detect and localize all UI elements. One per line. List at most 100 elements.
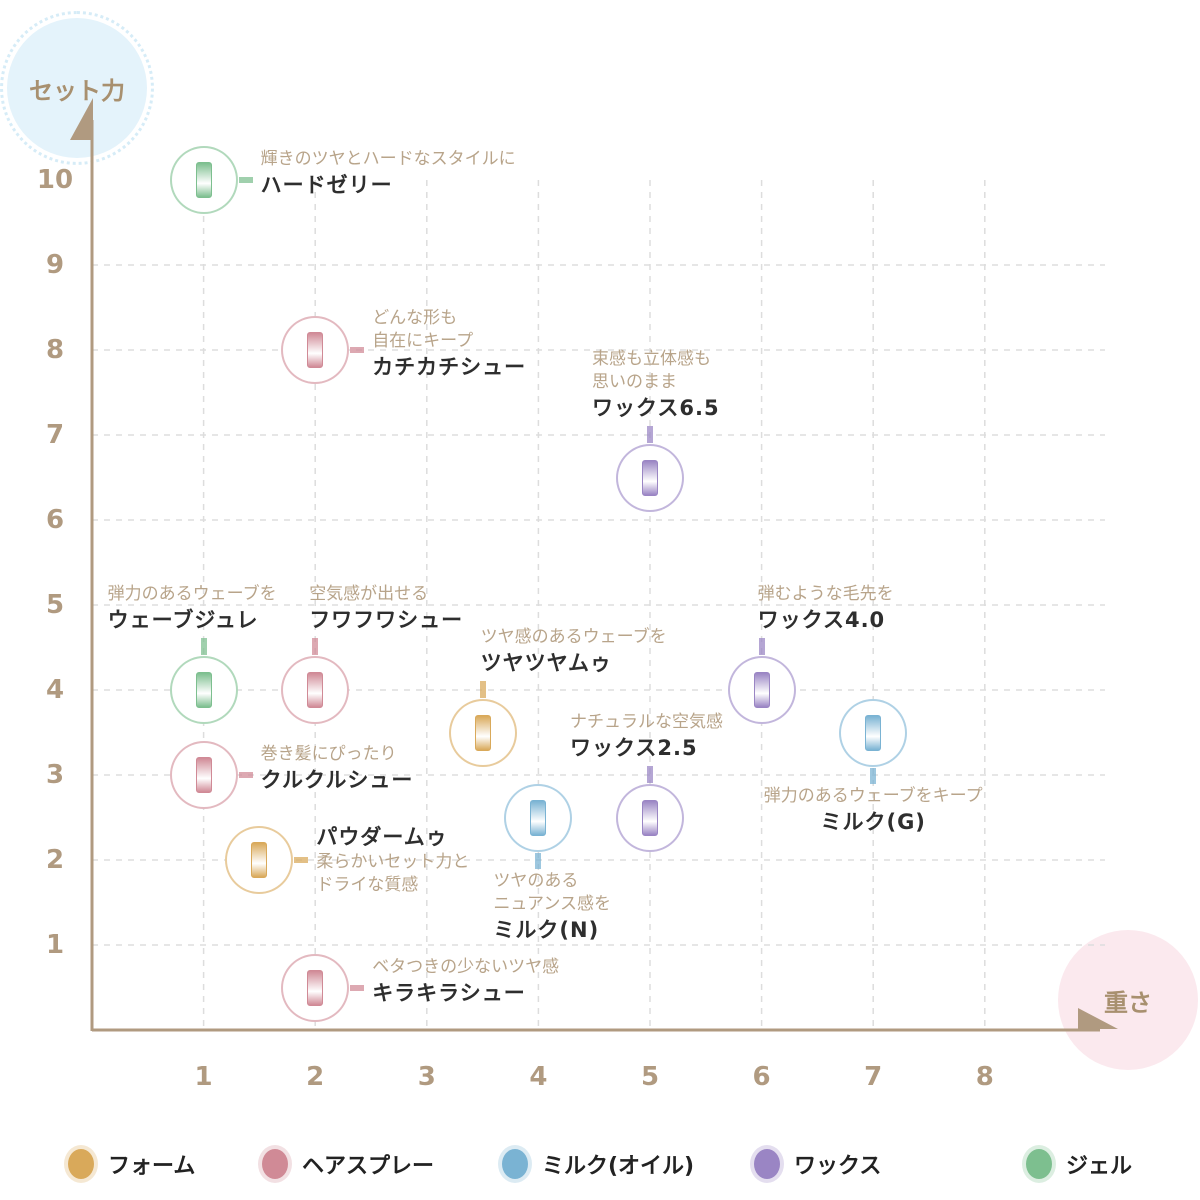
y-tick-label: 9 [45, 250, 65, 280]
product-image [195, 672, 212, 708]
product-desc: 思いのまま [592, 371, 677, 392]
product-image [195, 162, 212, 198]
legend-label: フォーム [108, 1154, 196, 1179]
point-label: 弾力のあるウェーブをウェーブジュレ [108, 583, 277, 634]
y-tick-label: 5 [45, 590, 65, 620]
product-image [642, 799, 658, 836]
product-name: クルクルシュー [260, 768, 414, 792]
product-name: ハードゼリー [260, 173, 393, 197]
x-tick-label: 4 [529, 1062, 548, 1092]
product-marker [169, 741, 238, 809]
x-tick-label: 5 [640, 1062, 660, 1092]
product-desc: 巻き髪にぴったり [260, 744, 397, 764]
product-desc: 弾力のあるウェーブを [107, 584, 277, 604]
point-label: 空気感が出せるフワフワシュー [309, 583, 463, 634]
legend-label: ジェル [1066, 1154, 1133, 1179]
product-name: ミルク(G) [820, 809, 926, 834]
product-desc: ベタつきの少ないツヤ感 [372, 956, 560, 977]
connector-line [238, 177, 253, 183]
x-tick-label: 1 [194, 1062, 213, 1092]
product-desc: 弾むような毛先を [757, 584, 894, 604]
x-axis-bubble: 重さ [1058, 930, 1198, 1070]
product-image [474, 714, 491, 751]
connector-line [294, 857, 309, 863]
product-image [307, 969, 324, 1006]
point-label: ツヤのある ニュアンス感を ミルク(N) [493, 870, 611, 944]
product-marker [727, 656, 796, 724]
legend-dot-milk [502, 1149, 528, 1179]
product-name: フワフワシュー [309, 608, 464, 632]
product-image [753, 672, 770, 708]
point-label: どんな形も自在にキープカチカチシュー [372, 307, 526, 381]
legend-label: ヘアスプレー [302, 1154, 435, 1179]
y-tick-label: 1 [45, 930, 65, 960]
product-desc: 柔らかいセット力と [316, 852, 470, 872]
product-desc: 束感も立体感も [592, 348, 711, 369]
product-image [307, 672, 324, 708]
legend-dot-foam [68, 1149, 94, 1179]
product-image [865, 714, 882, 751]
legend-item: ワックス [754, 1148, 881, 1180]
x-tick-label: 2 [306, 1062, 325, 1092]
point-label: ベタつきの少ないツヤ感キラキラシュー [372, 956, 559, 1007]
point-label: ナチュラルな空気感 ワックス2.5 [570, 711, 723, 762]
product-marker [504, 783, 573, 852]
connector-line [870, 767, 877, 784]
product-marker [839, 698, 908, 767]
product-marker [281, 656, 350, 724]
product-desc: ドライな質感 [316, 875, 419, 895]
point-label: 輝きのツヤとハードなスタイルにハードゼリー [261, 148, 516, 199]
product-image [307, 332, 324, 368]
connector-line [350, 984, 365, 991]
connector-line [535, 852, 542, 869]
y-axis-arrow [70, 98, 93, 140]
x-axis-arrow [1078, 1008, 1118, 1029]
product-desc: 空気感が出せる [309, 584, 429, 604]
connector-line [758, 638, 765, 655]
y-tick-label: 4 [45, 675, 65, 705]
product-name: キラキラシュー [372, 980, 526, 1005]
product-marker [281, 953, 350, 1022]
product-marker [169, 146, 238, 214]
product-name: カチカチシュー [372, 355, 527, 379]
product-desc: 輝きのツヤとハードなスタイルに [260, 149, 516, 169]
x-tick-label: 7 [864, 1062, 883, 1092]
y-tick-label: 6 [45, 505, 65, 535]
point-label: 弾むような毛先を ワックス4.0 [758, 583, 894, 634]
x-tick-label: 8 [975, 1062, 994, 1092]
product-desc: どんな形も [372, 308, 458, 328]
product-name: ミルク(N) [493, 917, 600, 942]
x-axis-label: 重さ [1104, 988, 1152, 1017]
legend-dot-spray [262, 1149, 288, 1179]
legend-label: ワックス [794, 1154, 882, 1179]
y-tick-label: 10 [36, 165, 74, 195]
product-marker [225, 826, 294, 894]
legend-dot-gel [1026, 1149, 1052, 1179]
product-desc: 自在にキープ [372, 331, 474, 351]
legend-item: ヘアスプレー [262, 1148, 434, 1180]
legend-item: ジェル [1026, 1148, 1132, 1180]
product-marker [616, 443, 684, 512]
connector-line [238, 772, 253, 778]
product-marker [281, 316, 350, 384]
connector-line [647, 425, 653, 443]
product-name: パウダームゥ [316, 825, 448, 849]
product-image [642, 459, 658, 496]
point-label: ツヤ感のあるウェーブを ツヤツヤムゥ [481, 626, 667, 677]
connector-line [200, 638, 207, 655]
y-tick-label: 2 [45, 845, 65, 875]
y-tick-label: 8 [45, 335, 65, 365]
legend-dot-wax [754, 1149, 780, 1179]
y-axis-label: セット力 [29, 76, 125, 105]
point-label: 巻き髪にぴったりクルクルシュー [261, 743, 414, 794]
product-desc: ナチュラルな空気感 [570, 711, 723, 732]
product-desc: ニュアンス感を [493, 893, 612, 914]
product-marker [169, 656, 238, 724]
product-name: ウェーブジュレ [107, 608, 259, 632]
legend-item: ミルク(オイル) [502, 1148, 694, 1180]
product-marker [448, 698, 517, 767]
connector-line [647, 765, 653, 783]
point-label: パウダームゥ柔らかいセット力と ドライな質感 [316, 823, 469, 897]
legend-label: ミルク(オイル) [542, 1154, 695, 1179]
